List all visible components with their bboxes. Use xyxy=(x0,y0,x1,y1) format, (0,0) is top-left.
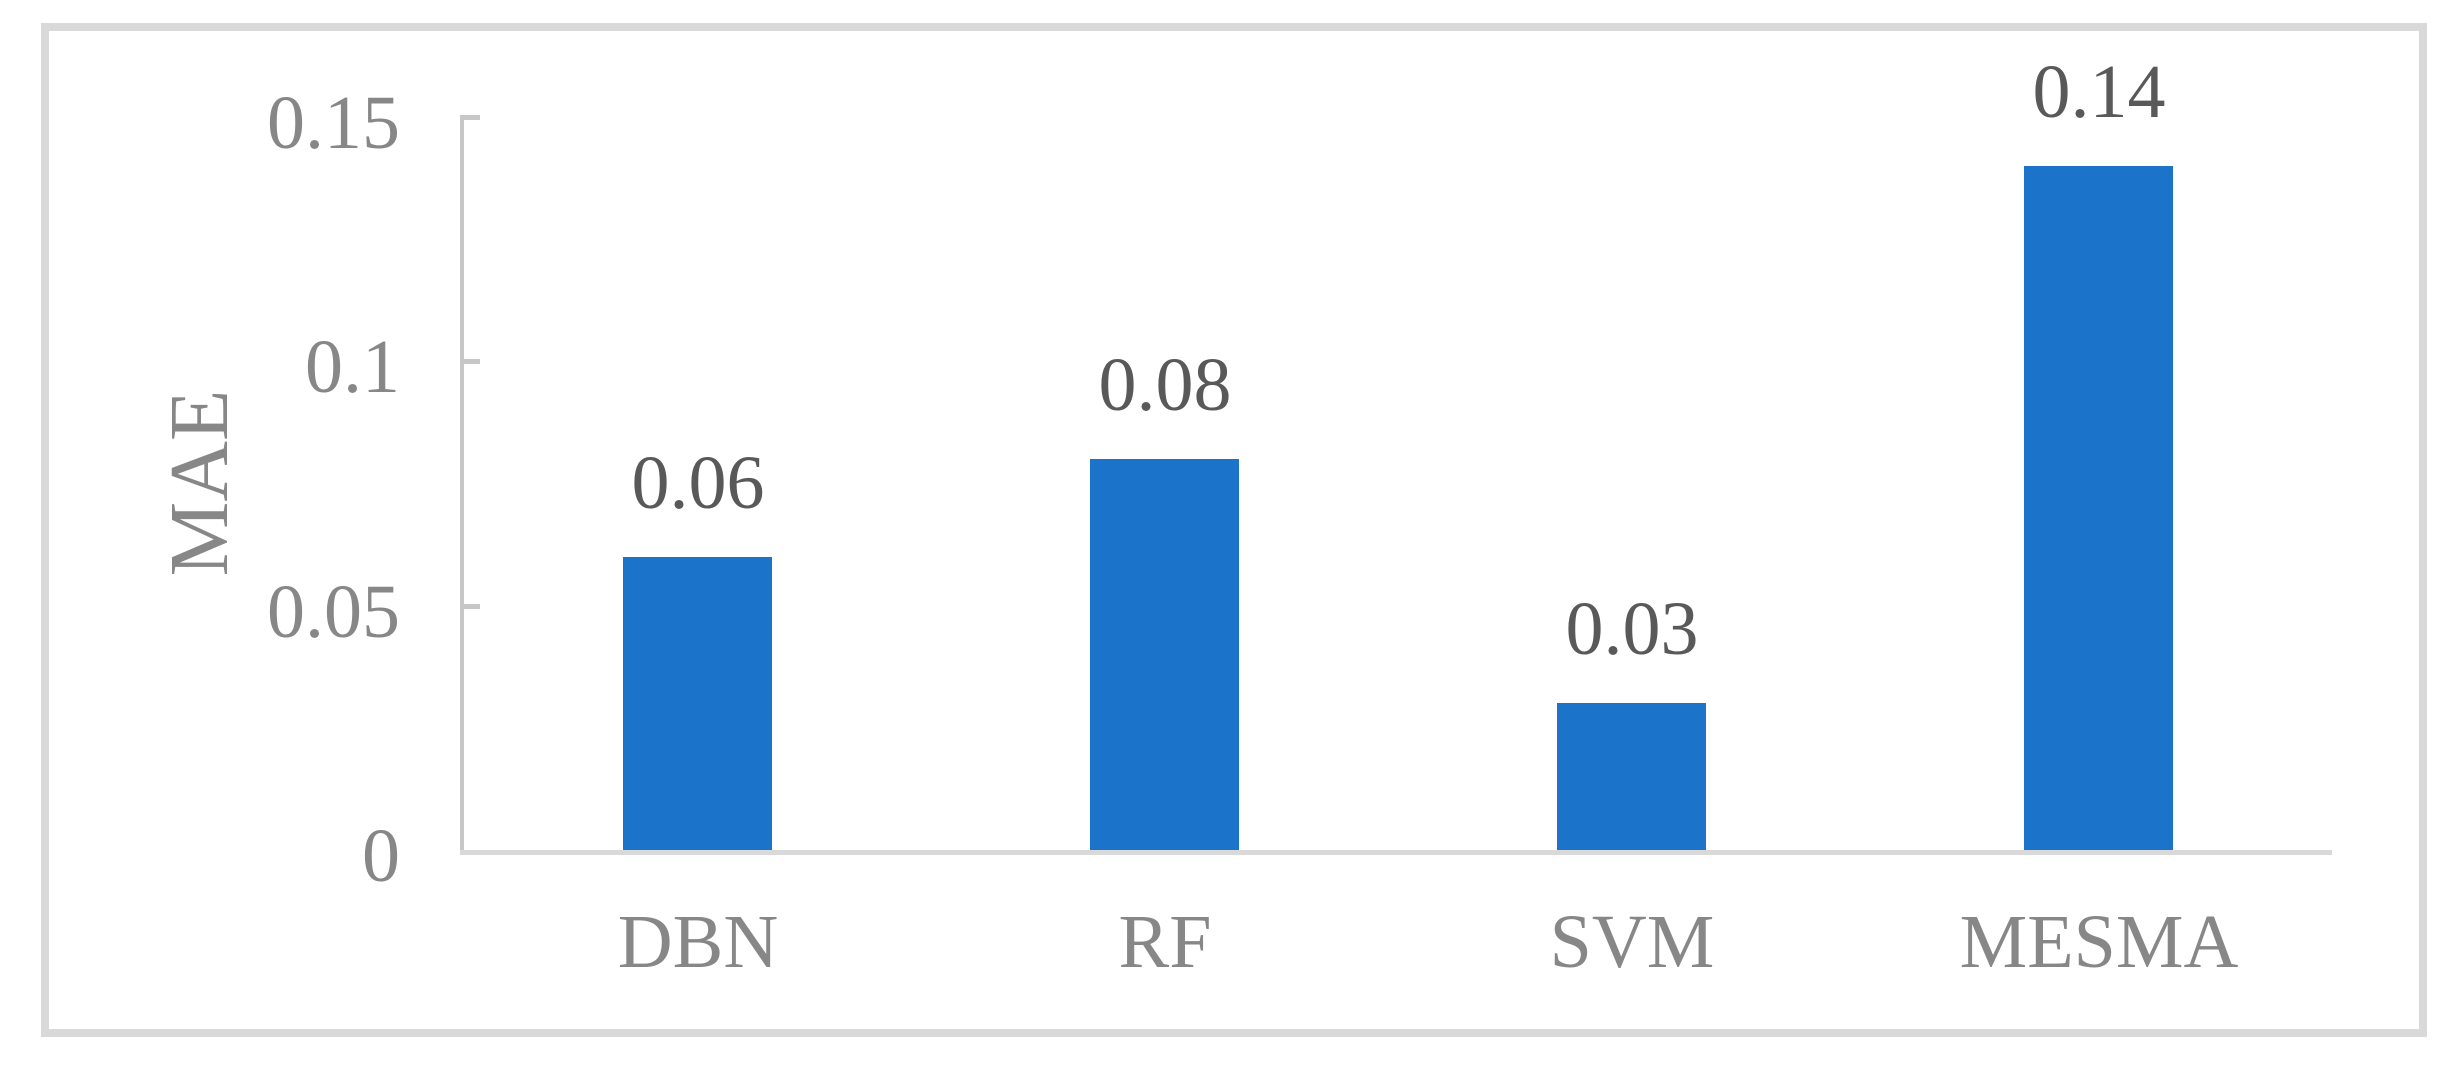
x-category-label-rf: RF xyxy=(1118,900,1212,984)
bar-mesma xyxy=(2024,166,2173,850)
bar-data-label: 0.03 xyxy=(1565,587,1699,671)
y-axis-title: MAE xyxy=(153,389,246,577)
bar-data-label: 0.14 xyxy=(2032,50,2166,134)
y-tick-mark xyxy=(460,359,480,364)
x-category-label-dbn: DBN xyxy=(617,900,779,984)
bar-svm xyxy=(1557,703,1706,850)
bar-dbn xyxy=(623,557,772,850)
y-tick-label: 0.15 xyxy=(267,81,400,165)
x-category-label-svm: SVM xyxy=(1549,900,1715,984)
x-category-label-mesma: MESMA xyxy=(1959,900,2239,984)
y-tick-label: 0 xyxy=(362,814,400,898)
y-tick-mark xyxy=(460,604,480,609)
y-axis-line xyxy=(460,117,464,855)
bar-data-label: 0.06 xyxy=(631,441,765,525)
x-axis-line xyxy=(460,850,2332,855)
y-tick-label: 0.05 xyxy=(267,570,400,654)
y-tick-mark xyxy=(460,115,480,120)
y-tick-label: 0.1 xyxy=(305,325,400,409)
bar-rf xyxy=(1090,459,1239,850)
bar-data-label: 0.08 xyxy=(1098,343,1232,427)
